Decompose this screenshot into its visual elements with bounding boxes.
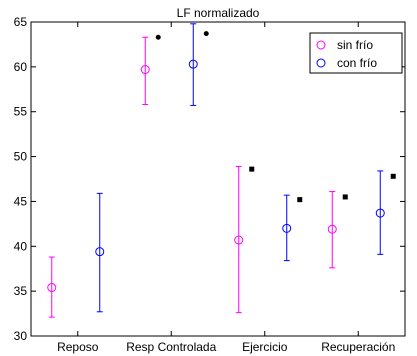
y-tick-label: 60 [14,60,28,74]
y-tick-label: 45 [14,194,28,208]
error-bar-point [95,192,105,313]
significance-dot [155,34,161,40]
x-tick-label: Ejercicio [242,340,288,354]
y-tick-label: 30 [14,329,28,343]
y-tick-label: 35 [14,284,28,298]
x-tick-label: Recuperación [321,340,395,354]
mean-marker [140,65,150,75]
plot-area-frame [30,21,406,337]
error-bar-point [234,165,244,314]
x-tick-label: Resp Controlada [126,340,216,354]
axes: 30 35 40 45 50 55 60 65 Reposo Resp Controlada Eje… [14,15,406,354]
y-tick-label: 40 [14,239,28,253]
y-tick-label: 55 [14,105,28,119]
mean-marker [95,247,105,257]
legend-marker [316,40,326,50]
mean-marker [375,208,385,218]
mean-marker [47,283,57,293]
significance-square [390,173,396,179]
error-bar-point [327,191,337,269]
y-tick-label: 65 [14,15,28,29]
legend-box [309,32,403,74]
chart-title: LF normalizado [177,6,260,20]
error-bar-point [375,170,385,255]
chart-marks [47,23,396,318]
error-bar-point [47,256,57,318]
significance-square [249,166,255,172]
error-bar-point [282,194,292,262]
significance-square [342,194,348,200]
x-tick-label: Reposo [57,340,99,354]
error-bar-point [188,23,198,106]
legend-marker [316,58,326,68]
significance-square [297,197,303,203]
legend: sin frío con frío [309,32,403,74]
y-tick-label: 50 [14,150,28,164]
legend-label: sin frío [337,38,373,52]
significance-dot [203,31,209,37]
error-bar-point [140,36,150,106]
mean-marker [327,224,337,234]
mean-marker [188,59,198,69]
legend-label: con frío [337,56,377,70]
mean-marker [282,223,292,233]
mean-marker [234,235,244,245]
